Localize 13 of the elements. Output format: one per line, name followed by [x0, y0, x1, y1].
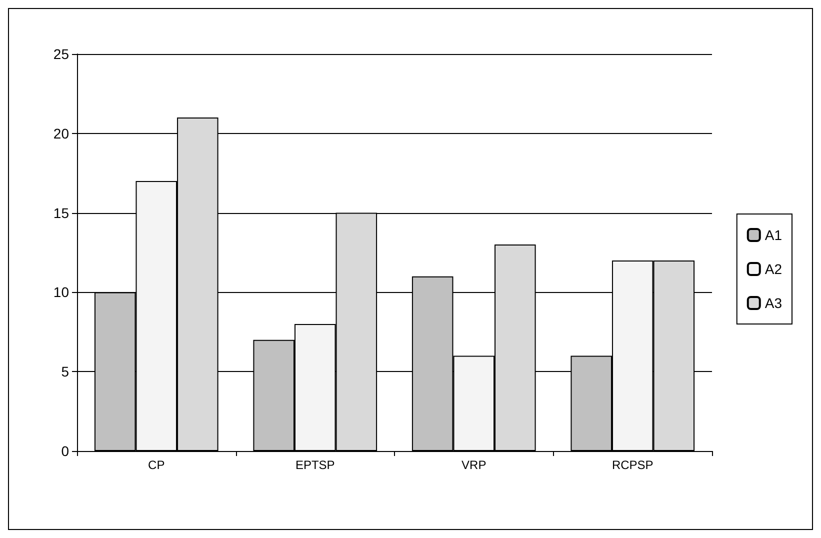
y-tick-label: 0 — [61, 443, 70, 459]
x-tick-label: EPTSP — [295, 458, 335, 472]
legend-label: A3 — [764, 295, 782, 311]
y-tick-label: 20 — [53, 125, 70, 142]
y-tick-label: 15 — [53, 204, 70, 221]
x-tick-label: RCPSP — [612, 458, 654, 472]
x-tick-label: VRP — [462, 458, 486, 472]
y-tick-label: 10 — [53, 284, 70, 300]
y-tick-label: 5 — [61, 364, 70, 380]
y-tick-label: 25 — [53, 46, 70, 62]
x-tick-label: CP — [148, 458, 165, 472]
legend-label: A1 — [764, 227, 782, 243]
legend-label: A2 — [764, 261, 782, 277]
